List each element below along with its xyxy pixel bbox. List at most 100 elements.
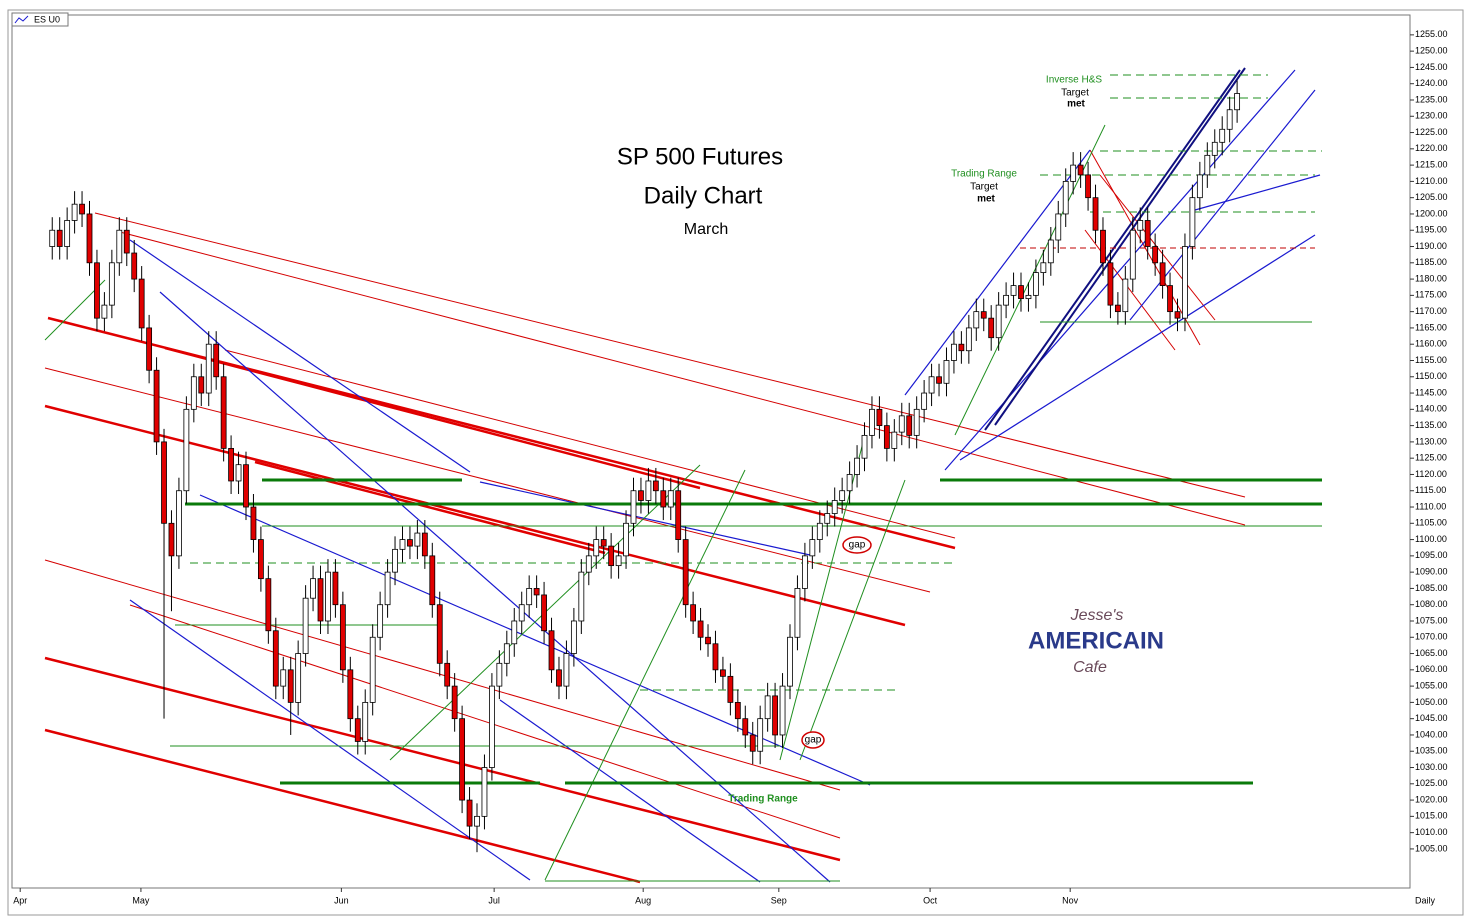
candle-body xyxy=(1122,278,1129,313)
candle-body xyxy=(1070,164,1077,182)
candle-body xyxy=(1033,272,1039,296)
trendline xyxy=(254,460,606,555)
candle-body xyxy=(228,448,234,482)
y-tick-label: 1105.00 xyxy=(1415,518,1447,528)
y-tick-label: 1130.00 xyxy=(1415,436,1447,446)
candle-body xyxy=(608,545,615,567)
candle-body xyxy=(332,571,339,606)
candle-body xyxy=(1003,294,1010,306)
candle-body xyxy=(474,815,480,827)
candle-body xyxy=(779,685,786,736)
candle-body xyxy=(638,490,644,501)
candle-body xyxy=(250,506,257,540)
candle-body xyxy=(973,311,980,329)
candle-body xyxy=(176,490,182,557)
candle-body xyxy=(1077,164,1084,176)
trendline xyxy=(44,656,841,862)
candle-body xyxy=(682,539,689,606)
candle-body xyxy=(481,767,488,817)
candle-body xyxy=(1234,93,1241,111)
y-tick-label: 1205.00 xyxy=(1415,192,1448,202)
candle-body xyxy=(257,539,264,580)
candle-body xyxy=(444,662,451,687)
candle-body xyxy=(116,229,123,264)
candle-body xyxy=(742,718,749,736)
note: Trading Range xyxy=(728,794,798,805)
candle-body xyxy=(772,695,778,736)
candle-body xyxy=(600,539,607,547)
y-tick-label: 1050.00 xyxy=(1415,697,1448,707)
candle-body xyxy=(213,343,220,378)
candle-body xyxy=(690,604,697,622)
candle-body xyxy=(64,220,71,247)
note: met xyxy=(1067,99,1085,110)
candle-body xyxy=(891,431,898,449)
candle-body xyxy=(280,669,287,687)
candle-body xyxy=(861,434,868,459)
note: Target xyxy=(970,182,998,193)
candle-body xyxy=(429,555,436,606)
y-tick-label: 1190.00 xyxy=(1415,241,1447,251)
gap-marker xyxy=(801,731,825,749)
y-tick-label: 1185.00 xyxy=(1415,257,1447,267)
candle-body xyxy=(995,304,1002,339)
y-tick-label: 1215.00 xyxy=(1415,159,1448,169)
x-tick-label: Jul xyxy=(488,895,500,905)
candle-body xyxy=(764,695,771,720)
candle-body xyxy=(302,597,309,654)
y-tick-label: 1110.00 xyxy=(1415,501,1446,511)
candle-body xyxy=(585,555,592,573)
candle-body xyxy=(287,669,294,703)
trendline xyxy=(1084,229,1176,351)
candle-body xyxy=(809,539,816,557)
trendline xyxy=(94,212,1246,498)
candle-body xyxy=(436,604,443,664)
candle-body xyxy=(1114,304,1121,313)
candle-body xyxy=(399,539,406,550)
note: gap xyxy=(849,540,866,551)
logo-text: AMERICAIN xyxy=(1028,627,1164,654)
candle-body xyxy=(101,304,108,319)
y-tick-label: 1220.00 xyxy=(1415,143,1448,153)
y-tick-label: 1060.00 xyxy=(1415,664,1448,674)
candle-body xyxy=(1107,262,1114,306)
candle-body xyxy=(794,588,801,638)
candle-body xyxy=(466,799,473,827)
candle-body xyxy=(749,734,756,752)
annotations: SP 500 Futures Daily Chart March Inverse… xyxy=(11,12,1436,905)
trendline xyxy=(959,234,1316,461)
candle-body xyxy=(1226,109,1233,130)
trendline xyxy=(544,469,746,881)
candle-body xyxy=(921,392,928,410)
candle-body xyxy=(570,620,577,654)
candle-body xyxy=(734,701,741,720)
y-tick-label: 1195.00 xyxy=(1415,225,1447,235)
note: Trading Range xyxy=(951,169,1017,180)
candle-body xyxy=(1219,128,1226,143)
logo-text: Jesse's xyxy=(1070,607,1124,624)
candle-body xyxy=(384,571,391,606)
candle-body xyxy=(675,490,682,540)
candle-body xyxy=(459,718,466,801)
trendline xyxy=(44,559,841,791)
note: met xyxy=(977,194,995,205)
candle-body xyxy=(362,701,369,742)
y-tick-label: 1155.00 xyxy=(1415,355,1447,365)
trendline xyxy=(984,69,1241,431)
x-tick-label: Sep xyxy=(771,895,787,905)
candle-body xyxy=(1182,246,1188,319)
candle-body xyxy=(168,522,175,557)
candle-body xyxy=(831,500,838,514)
candle-body xyxy=(1174,311,1181,319)
candle-body xyxy=(980,311,987,319)
candle-body xyxy=(369,636,376,703)
candle-body xyxy=(615,555,622,567)
y-tick-label: 1040.00 xyxy=(1415,729,1448,739)
x-axis-label: Daily xyxy=(1415,895,1436,905)
candle-body xyxy=(198,376,205,394)
candle-body xyxy=(869,408,875,436)
trendline xyxy=(799,479,906,761)
candle-body xyxy=(94,262,100,319)
candle-body xyxy=(317,578,324,622)
candles xyxy=(49,80,1241,853)
